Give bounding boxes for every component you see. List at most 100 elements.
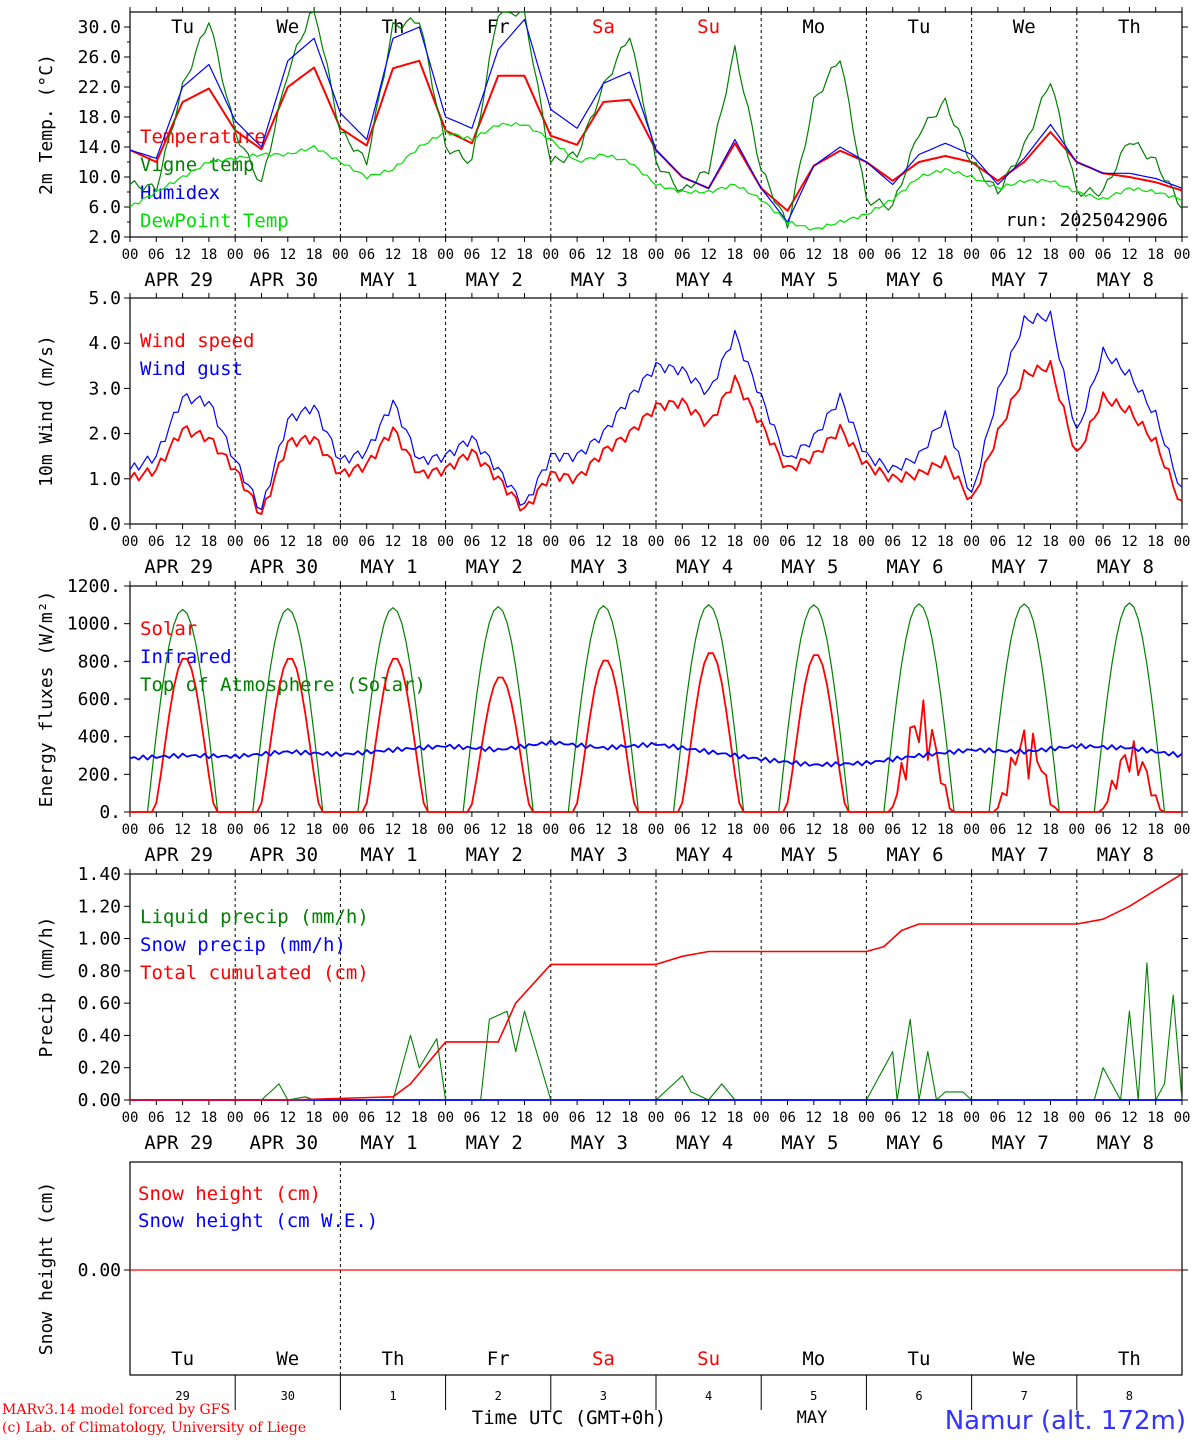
weekday-label: Tu (171, 16, 194, 38)
hour-tick-label: 06 (1095, 247, 1112, 263)
hour-tick-label: 18 (1147, 1110, 1164, 1126)
hour-tick-label: 12 (490, 1110, 507, 1126)
hour-tick-label: 06 (358, 247, 375, 263)
legend-temperature: Temperature (140, 126, 266, 148)
station-name: Namur (alt. 172m) (944, 1406, 1186, 1436)
day-number-bottom: 8 (1126, 1389, 1133, 1403)
weekday-label-bottom: Fr (487, 1348, 510, 1370)
month-label: MAY (797, 1408, 828, 1428)
y-tick-label: 2.0 (88, 227, 121, 248)
hour-tick-label: 00 (122, 1110, 139, 1126)
date-label: MAY 8 (1097, 844, 1154, 866)
lab-credit: (c) Lab. of Climatology, University of L… (2, 1420, 307, 1436)
hour-tick-label: 12 (595, 247, 612, 263)
hour-tick-label: 18 (1147, 534, 1164, 550)
date-label: MAY 2 (466, 1132, 523, 1154)
hour-tick-label: 18 (937, 247, 954, 263)
hour-tick-label: 00 (122, 822, 139, 838)
weekday-label: Fr (487, 16, 510, 38)
date-label: APR 29 (144, 556, 213, 578)
weekday-label-bottom: Tu (908, 1348, 931, 1370)
date-label: MAY 5 (781, 556, 838, 578)
hour-tick-label: 18 (832, 1110, 849, 1126)
hour-tick-label: 06 (779, 822, 796, 838)
series-solar (130, 652, 1182, 813)
hour-tick-label: 12 (279, 534, 296, 550)
weekday-label-bottom: We (1013, 1348, 1036, 1370)
hour-tick-label: 00 (648, 534, 665, 550)
y-tick-label: 0.00 (78, 1090, 121, 1111)
hour-tick-label: 06 (779, 1110, 796, 1126)
date-label: MAY 4 (676, 556, 733, 578)
y-tick-label: 600. (78, 689, 121, 710)
hour-tick-label: 00 (648, 247, 665, 263)
y-tick-label: 1.40 (78, 864, 121, 885)
y-tick-label: 0.0 (88, 514, 121, 535)
y-axis-label: Precip (mm/h) (36, 917, 57, 1058)
hour-tick-label: 18 (937, 822, 954, 838)
hour-tick-label: 06 (358, 1110, 375, 1126)
day-number-bottom: 5 (810, 1389, 817, 1403)
date-label: MAY 2 (466, 556, 523, 578)
date-label: MAY 8 (1097, 556, 1154, 578)
hour-tick-label: 12 (174, 247, 191, 263)
hour-tick-label: 06 (148, 822, 165, 838)
hour-tick-label: 06 (1095, 1110, 1112, 1126)
hour-tick-label: 12 (700, 247, 717, 263)
hour-tick-label: 00 (648, 822, 665, 838)
series-infrared (129, 739, 1183, 768)
date-label: MAY 8 (1097, 269, 1154, 291)
hour-tick-label: 00 (542, 534, 559, 550)
legend-total-cumulated-cm-: Total cumulated (cm) (140, 962, 369, 984)
hour-tick-label: 12 (174, 1110, 191, 1126)
date-label: MAY 4 (676, 844, 733, 866)
hour-tick-label: 06 (569, 534, 586, 550)
date-label: APR 30 (249, 844, 318, 866)
hour-tick-label: 06 (253, 822, 270, 838)
weekday-label-bottom: We (276, 1348, 299, 1370)
hour-tick-label: 18 (1042, 822, 1059, 838)
hour-tick-label: 00 (542, 247, 559, 263)
hour-tick-label: 18 (621, 534, 638, 550)
hour-tick-label: 18 (726, 247, 743, 263)
hour-tick-label: 06 (569, 247, 586, 263)
date-label: MAY 7 (992, 269, 1049, 291)
hour-tick-label: 06 (463, 1110, 480, 1126)
hour-tick-label: 12 (805, 1110, 822, 1126)
hour-tick-label: 18 (1042, 534, 1059, 550)
y-tick-label: 0.60 (78, 993, 121, 1014)
panel-frame-0 (129, 11, 1183, 238)
hour-tick-label: 06 (884, 822, 901, 838)
hour-tick-label: 12 (1016, 247, 1033, 263)
hour-tick-label: 18 (832, 822, 849, 838)
hour-tick-label: 06 (358, 822, 375, 838)
weekday-label-bottom: Mo (802, 1348, 825, 1370)
model-credit: MARv3.14 model forced by GFS (2, 1402, 231, 1418)
hour-tick-label: 06 (569, 1110, 586, 1126)
hour-tick-label: 00 (227, 534, 244, 550)
hour-tick-label: 00 (963, 822, 980, 838)
hour-tick-label: 12 (911, 822, 928, 838)
hour-tick-label: 06 (463, 822, 480, 838)
hour-tick-label: 18 (306, 822, 323, 838)
weekday-label: Su (697, 16, 720, 38)
date-label: MAY 5 (781, 1132, 838, 1154)
hour-tick-label: 18 (1042, 247, 1059, 263)
hour-tick-label: 12 (1121, 822, 1138, 838)
hour-tick-label: 00 (332, 822, 349, 838)
hour-tick-label: 12 (490, 247, 507, 263)
hour-tick-label: 00 (858, 247, 875, 263)
hour-tick-label: 00 (332, 534, 349, 550)
hour-tick-label: 00 (1174, 247, 1191, 263)
hour-tick-label: 06 (989, 247, 1006, 263)
hour-tick-label: 12 (700, 534, 717, 550)
run-label: run: 2025042906 (1005, 210, 1168, 231)
hour-tick-label: 18 (200, 247, 217, 263)
hour-tick-label: 06 (674, 1110, 691, 1126)
y-tick-label: 2.0 (88, 424, 121, 445)
date-label: MAY 3 (571, 556, 628, 578)
y-tick-label: 30.0 (78, 17, 121, 38)
hour-tick-label: 12 (279, 247, 296, 263)
day-number-bottom: 1 (389, 1389, 396, 1403)
